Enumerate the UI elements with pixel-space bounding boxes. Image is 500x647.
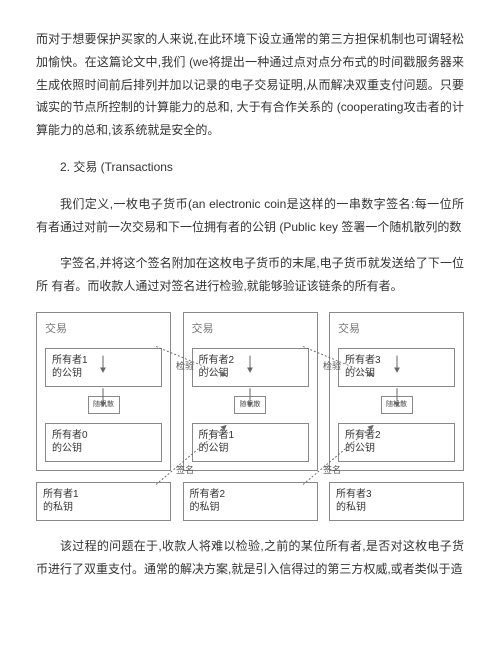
tx-title: 交易 [192, 319, 309, 340]
hash-box: 随机散 [381, 396, 413, 414]
tx-column-3: 交易 所有者3 的公钥 随机散 所有者2 的公钥 所有者3 的私钥 [329, 312, 464, 521]
owner2-pubkey-box: 所有者2 的公钥 [192, 348, 309, 387]
verify-label-2: 检验 [323, 358, 341, 375]
owner1-pubkey-box: 所有者1 的公钥 [192, 423, 309, 462]
hash-box: 随机散 [88, 396, 120, 414]
owner1-privkey-box: 所有者1 的私钥 [36, 482, 171, 521]
tx-title: 交易 [45, 319, 162, 340]
intro-paragraph: 而对于想要保护买家的人来说,在此环境下设立通常的第三方担保机制也可谓轻松加愉快。… [36, 28, 464, 142]
problem-paragraph: 该过程的问题在于,收款人将难以检验,之前的某位所有者,是否对这枚电子货币进行了双… [36, 535, 464, 581]
owner3-privkey-box: 所有者3 的私钥 [329, 482, 464, 521]
tx-box-2: 交易 所有者2 的公钥 随机散 所有者1 的公钥 [183, 312, 318, 471]
sign-label-2: 签名 [323, 462, 341, 479]
owner2-pubkey-box: 所有者2 的公钥 [338, 423, 455, 462]
owner0-pubkey-box: 所有者0 的公钥 [45, 423, 162, 462]
tx-box-1: 交易 所有者1 的公钥 随机散 所有者0 的公钥 [36, 312, 171, 471]
definition-paragraph-2: 字签名,并将这个签名附加在这枚电子货币的末尾,电子货币就发送给了下一位所 有者。… [36, 252, 464, 298]
tx-box-3: 交易 所有者3 的公钥 随机散 所有者2 的公钥 [329, 312, 464, 471]
tx-column-1: 交易 所有者1 的公钥 随机散 所有者0 的公钥 所有者1 的私钥 [36, 312, 171, 521]
verify-label-1: 检验 [176, 358, 194, 375]
owner2-privkey-box: 所有者2 的私钥 [183, 482, 318, 521]
tx-column-2: 交易 所有者2 的公钥 随机散 所有者1 的公钥 所有者2 的私钥 [183, 312, 318, 521]
section-heading: 2. 交易 (Transactions [60, 156, 464, 179]
tx-title: 交易 [338, 319, 455, 340]
definition-paragraph-1: 我们定义,一枚电子货币(an electronic coin是这样的一串数字签名… [36, 193, 464, 239]
owner1-pubkey-box: 所有者1 的公钥 [45, 348, 162, 387]
hash-box: 随机散 [234, 396, 266, 414]
owner3-pubkey-box: 所有者3 的公钥 [338, 348, 455, 387]
sign-label-1: 签名 [176, 462, 194, 479]
transaction-diagram: 检验 检验 签名 签名 交易 所有者1 的公钥 随机散 所有者0 的公钥 所有者… [36, 312, 464, 521]
